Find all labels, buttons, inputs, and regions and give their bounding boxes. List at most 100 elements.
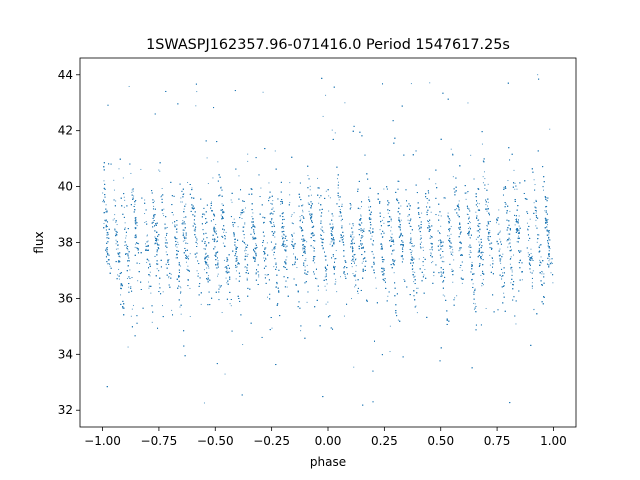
data-point [262,91,264,93]
data-point [324,285,326,287]
data-point [383,268,385,270]
data-point [331,245,333,247]
data-point [478,203,480,205]
data-point [492,260,494,262]
data-point [501,276,503,278]
data-point [400,219,402,221]
data-point [361,262,363,264]
data-point [513,169,515,171]
data-point [125,237,127,239]
data-point [132,190,134,192]
data-point [195,255,197,257]
data-point [452,281,454,283]
data-point [540,262,542,264]
data-point [224,373,226,375]
data-point [481,256,483,258]
data-point [329,243,331,245]
data-point [124,245,126,247]
data-point [473,308,475,310]
data-point [410,232,412,234]
data-point [461,261,463,263]
data-point [107,263,109,265]
data-point [500,262,502,264]
data-point [476,230,478,232]
data-point [514,188,516,190]
data-point [350,204,352,206]
data-point [403,279,405,281]
data-point [130,172,132,174]
data-point [482,176,484,178]
data-point [381,244,383,246]
data-point [514,182,516,184]
data-point [432,249,434,251]
data-point [410,83,412,85]
data-point [383,217,385,219]
data-point [180,201,182,203]
data-point [322,115,324,117]
data-point [442,294,444,296]
data-point [179,292,181,294]
data-point [478,241,480,243]
data-point [449,241,451,243]
data-point [362,235,364,237]
data-point [236,257,238,259]
data-point [161,188,163,189]
data-point [468,246,470,248]
data-point [478,219,480,221]
data-point [235,278,237,280]
data-point [181,201,183,203]
data-point [418,258,420,260]
data-point [467,102,469,104]
data-point [456,295,458,297]
data-point [551,262,553,264]
data-point [390,236,392,238]
data-point [535,212,537,214]
data-point [196,239,198,241]
data-point [319,197,321,199]
data-point [136,242,138,244]
data-point [126,246,128,248]
data-point [499,248,501,250]
data-point [220,214,222,216]
data-point [307,202,309,204]
data-point [380,271,382,273]
data-point [224,266,226,268]
data-point [304,248,306,250]
data-point [531,259,533,261]
data-point [350,234,352,236]
data-point [466,192,468,194]
data-point [477,206,478,208]
data-point [154,236,156,238]
data-point [538,234,540,236]
data-point [213,229,215,231]
data-point [433,275,435,277]
data-point [502,253,504,255]
data-point [533,179,535,181]
data-point [302,209,304,211]
data-point [471,261,473,263]
data-point [103,223,105,225]
data-point [362,268,364,270]
data-point [266,242,268,244]
data-point [450,251,452,253]
data-point [174,224,176,226]
data-point [499,238,501,240]
data-point [351,239,353,241]
data-point [207,183,209,185]
data-point [394,259,396,261]
data-point [362,246,364,248]
data-point [460,230,462,232]
data-point [317,177,319,179]
data-point [271,219,273,221]
data-point [422,246,424,248]
data-point [280,203,282,205]
data-point [154,214,156,216]
data-point [264,274,266,276]
data-point [513,254,515,256]
data-point [149,275,151,277]
data-point [289,182,291,184]
data-point [402,247,404,249]
data-point [237,263,239,265]
data-point [244,259,246,261]
data-point [115,239,117,241]
